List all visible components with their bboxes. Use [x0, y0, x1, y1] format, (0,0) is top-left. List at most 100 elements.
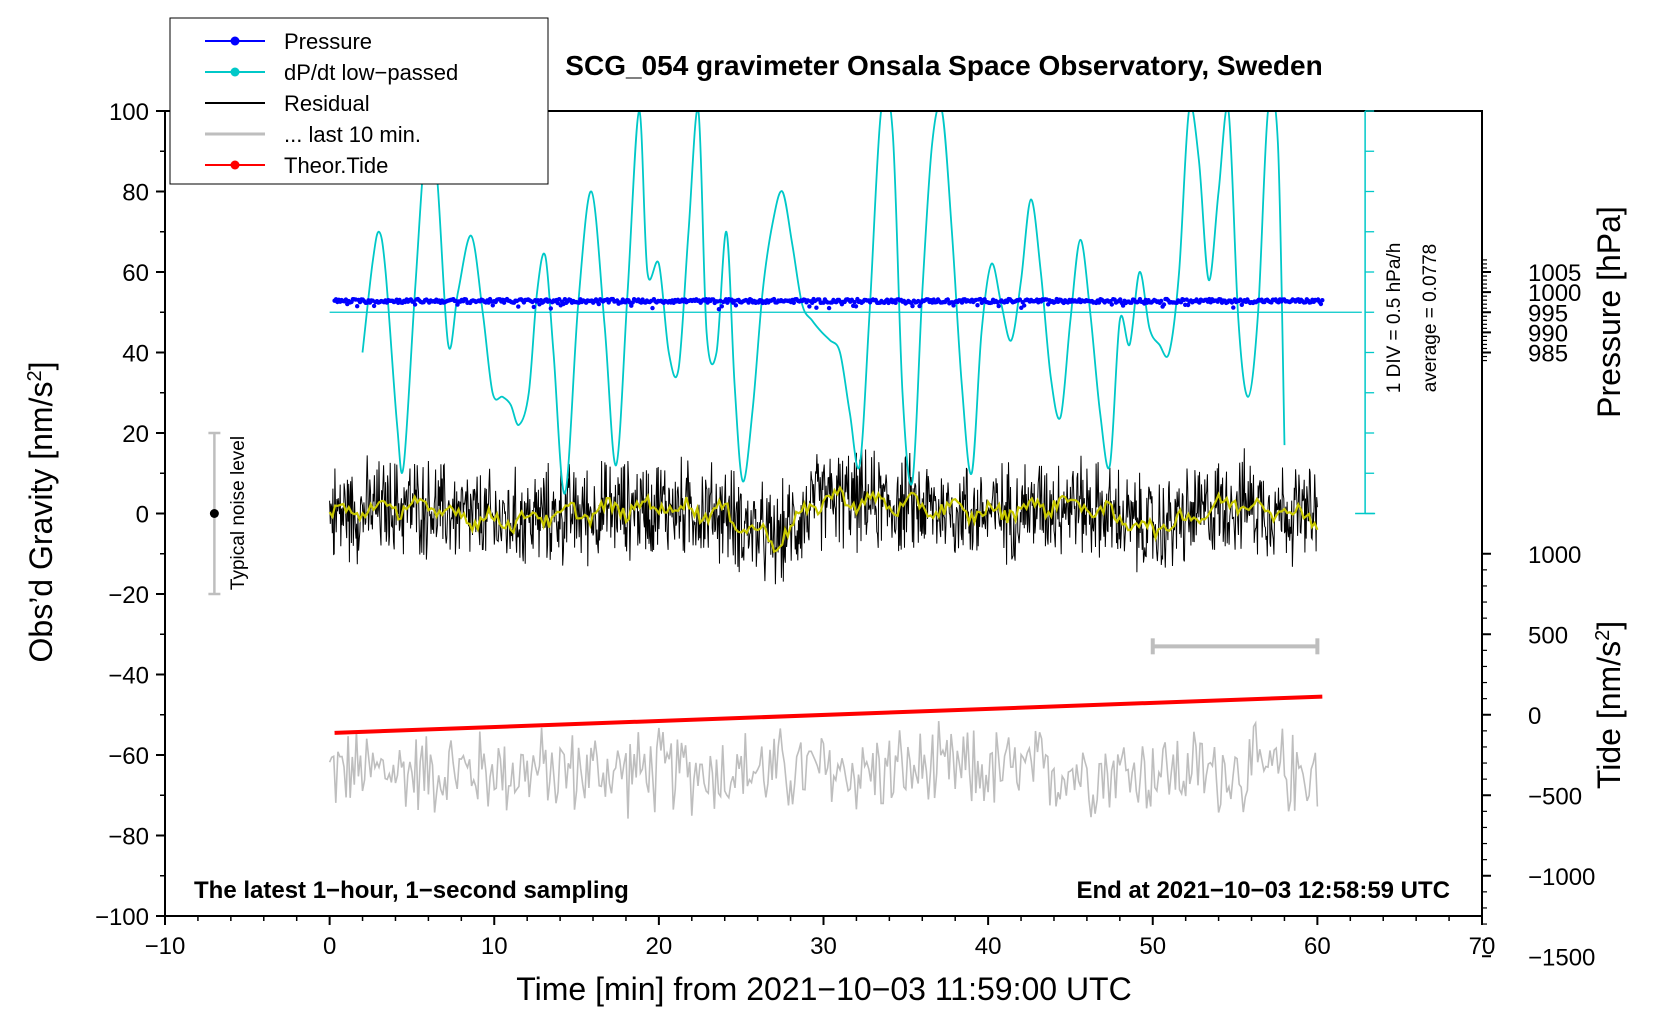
pressure-point: [807, 304, 812, 309]
pressure-point: [945, 297, 950, 302]
pressure-point: [371, 303, 377, 309]
pressure-point: [852, 299, 857, 305]
y-tick-label: 100: [109, 99, 149, 126]
pressure-point: [746, 300, 751, 305]
series-dpdt-line: [361, 111, 1286, 495]
pressure-point: [1161, 302, 1167, 307]
pressure-point: [1017, 297, 1023, 302]
series-residual-smoothed-line: [328, 485, 1319, 554]
tide-tick-label: −500: [1528, 783, 1582, 810]
x-tick-label: 50: [1139, 933, 1166, 960]
legend-label: Theor.Tide: [284, 153, 388, 178]
series-tide-line: [334, 694, 1323, 735]
pressure-point: [1120, 303, 1126, 308]
pressure-point: [1021, 303, 1027, 308]
legend-marker: [230, 36, 240, 46]
axes-layer: −10 0 10 20 30 40 50 60 70100806040200−20−40−60−…: [95, 99, 1595, 971]
x-axis-label: Time [min] from 2021−10−03 11:59:00 UTC: [516, 971, 1131, 1007]
pressure-tick-label: 990: [1528, 320, 1568, 347]
pressure-point: [531, 304, 536, 310]
footer-left: The latest 1−hour, 1−second sampling: [194, 877, 629, 904]
pressure-point: [650, 305, 655, 311]
pressure-point: [826, 305, 832, 311]
legend-marker: [230, 160, 240, 170]
pressure-point: [548, 306, 553, 311]
pressure-point: [1109, 302, 1115, 307]
pressure-point: [412, 302, 418, 307]
legend: Pressure dP/dt low−passed Residual ... last…: [169, 17, 549, 185]
pressure-point: [1159, 298, 1164, 304]
noise-level-dot: [209, 509, 219, 518]
legend-marker: [230, 67, 240, 77]
legend-label: ... last 10 min.: [284, 122, 421, 147]
pressure-point: [716, 307, 722, 312]
pressure-point: [490, 303, 495, 308]
pressure-point: [719, 304, 724, 309]
pressure-point: [853, 304, 859, 309]
x-tick-label: 40: [975, 933, 1002, 960]
pressure-point: [596, 301, 601, 307]
legend-label: dP/dt low−passed: [284, 60, 458, 85]
legend-label: Pressure: [284, 29, 372, 54]
noise-level-label: Typical noise level: [228, 436, 249, 590]
y-tick-label: −100: [95, 904, 149, 931]
x-tick-label: −10: [145, 933, 186, 960]
pressure-point: [1320, 298, 1325, 303]
average-label: average = 0.0778: [1420, 244, 1441, 392]
x-tick-label: 10: [481, 933, 508, 960]
tide-tick-label: −1500: [1528, 944, 1595, 971]
pressure-tick-label: 1000: [1528, 280, 1581, 307]
x-tick-label: 60: [1304, 933, 1331, 960]
y-tick-label: 80: [122, 180, 149, 207]
legend-box: [169, 17, 549, 185]
y-tick-label: 40: [122, 341, 149, 368]
pressure-point: [1096, 300, 1102, 305]
pressure-point: [557, 297, 562, 302]
tide-tick-label: 500: [1528, 622, 1568, 649]
pressure-point: [516, 304, 521, 309]
y-tick-label: 20: [122, 421, 149, 448]
series-residual-line: [329, 447, 1318, 585]
pressure-point: [917, 303, 922, 309]
pressure-point: [771, 296, 777, 302]
pressure-point: [1046, 302, 1051, 307]
pressure-tick-label: 985: [1528, 341, 1568, 368]
pressure-point: [1318, 301, 1324, 307]
series-layer: [328, 111, 1362, 819]
series-last10-line: [328, 720, 1319, 819]
x-tick-label: 0: [323, 933, 336, 960]
pressure-point: [733, 303, 739, 308]
pressure-point: [463, 297, 469, 302]
pressure-point: [910, 303, 915, 309]
div-scale-label: 1 DIV = 0.5 hPa/h: [1384, 243, 1405, 394]
y-axis-label-left: Obs’d Gravity [nm/s2]: [23, 362, 59, 663]
y-axis-label-pressure: Pressure [hPa]: [1591, 206, 1627, 418]
pressure-point: [951, 303, 956, 308]
y-tick-label: 0: [136, 502, 149, 529]
footer-right: End at 2021−10−03 12:58:59 UTC: [1076, 877, 1450, 904]
pressure-tick-label: 1005: [1528, 260, 1581, 287]
pressure-point: [791, 300, 796, 305]
x-tick-label: 30: [810, 933, 837, 960]
pressure-point: [996, 303, 1001, 309]
y-tick-label: −80: [108, 824, 149, 851]
pressure-point: [1229, 300, 1235, 305]
chart-title: SCG_054 gravimeter Onsala Space Observat…: [565, 50, 1322, 81]
y-tick-label: −20: [108, 582, 149, 609]
pressure-point: [817, 297, 822, 302]
tide-tick-label: 0: [1528, 703, 1541, 730]
pressure-point: [1231, 305, 1236, 310]
plot-area: [328, 111, 1362, 819]
y-tick-label: −60: [108, 743, 149, 770]
y-tick-label: 60: [122, 260, 149, 287]
legend-label: Residual: [284, 91, 370, 116]
tide-tick-label: 1000: [1528, 542, 1581, 569]
pressure-point: [975, 303, 980, 308]
x-tick-label: 20: [646, 933, 673, 960]
pressure-point: [1118, 297, 1123, 302]
tide-tick-label: −1000: [1528, 864, 1595, 891]
pressure-point: [814, 305, 819, 310]
pressure-tick-label: 995: [1528, 300, 1568, 327]
